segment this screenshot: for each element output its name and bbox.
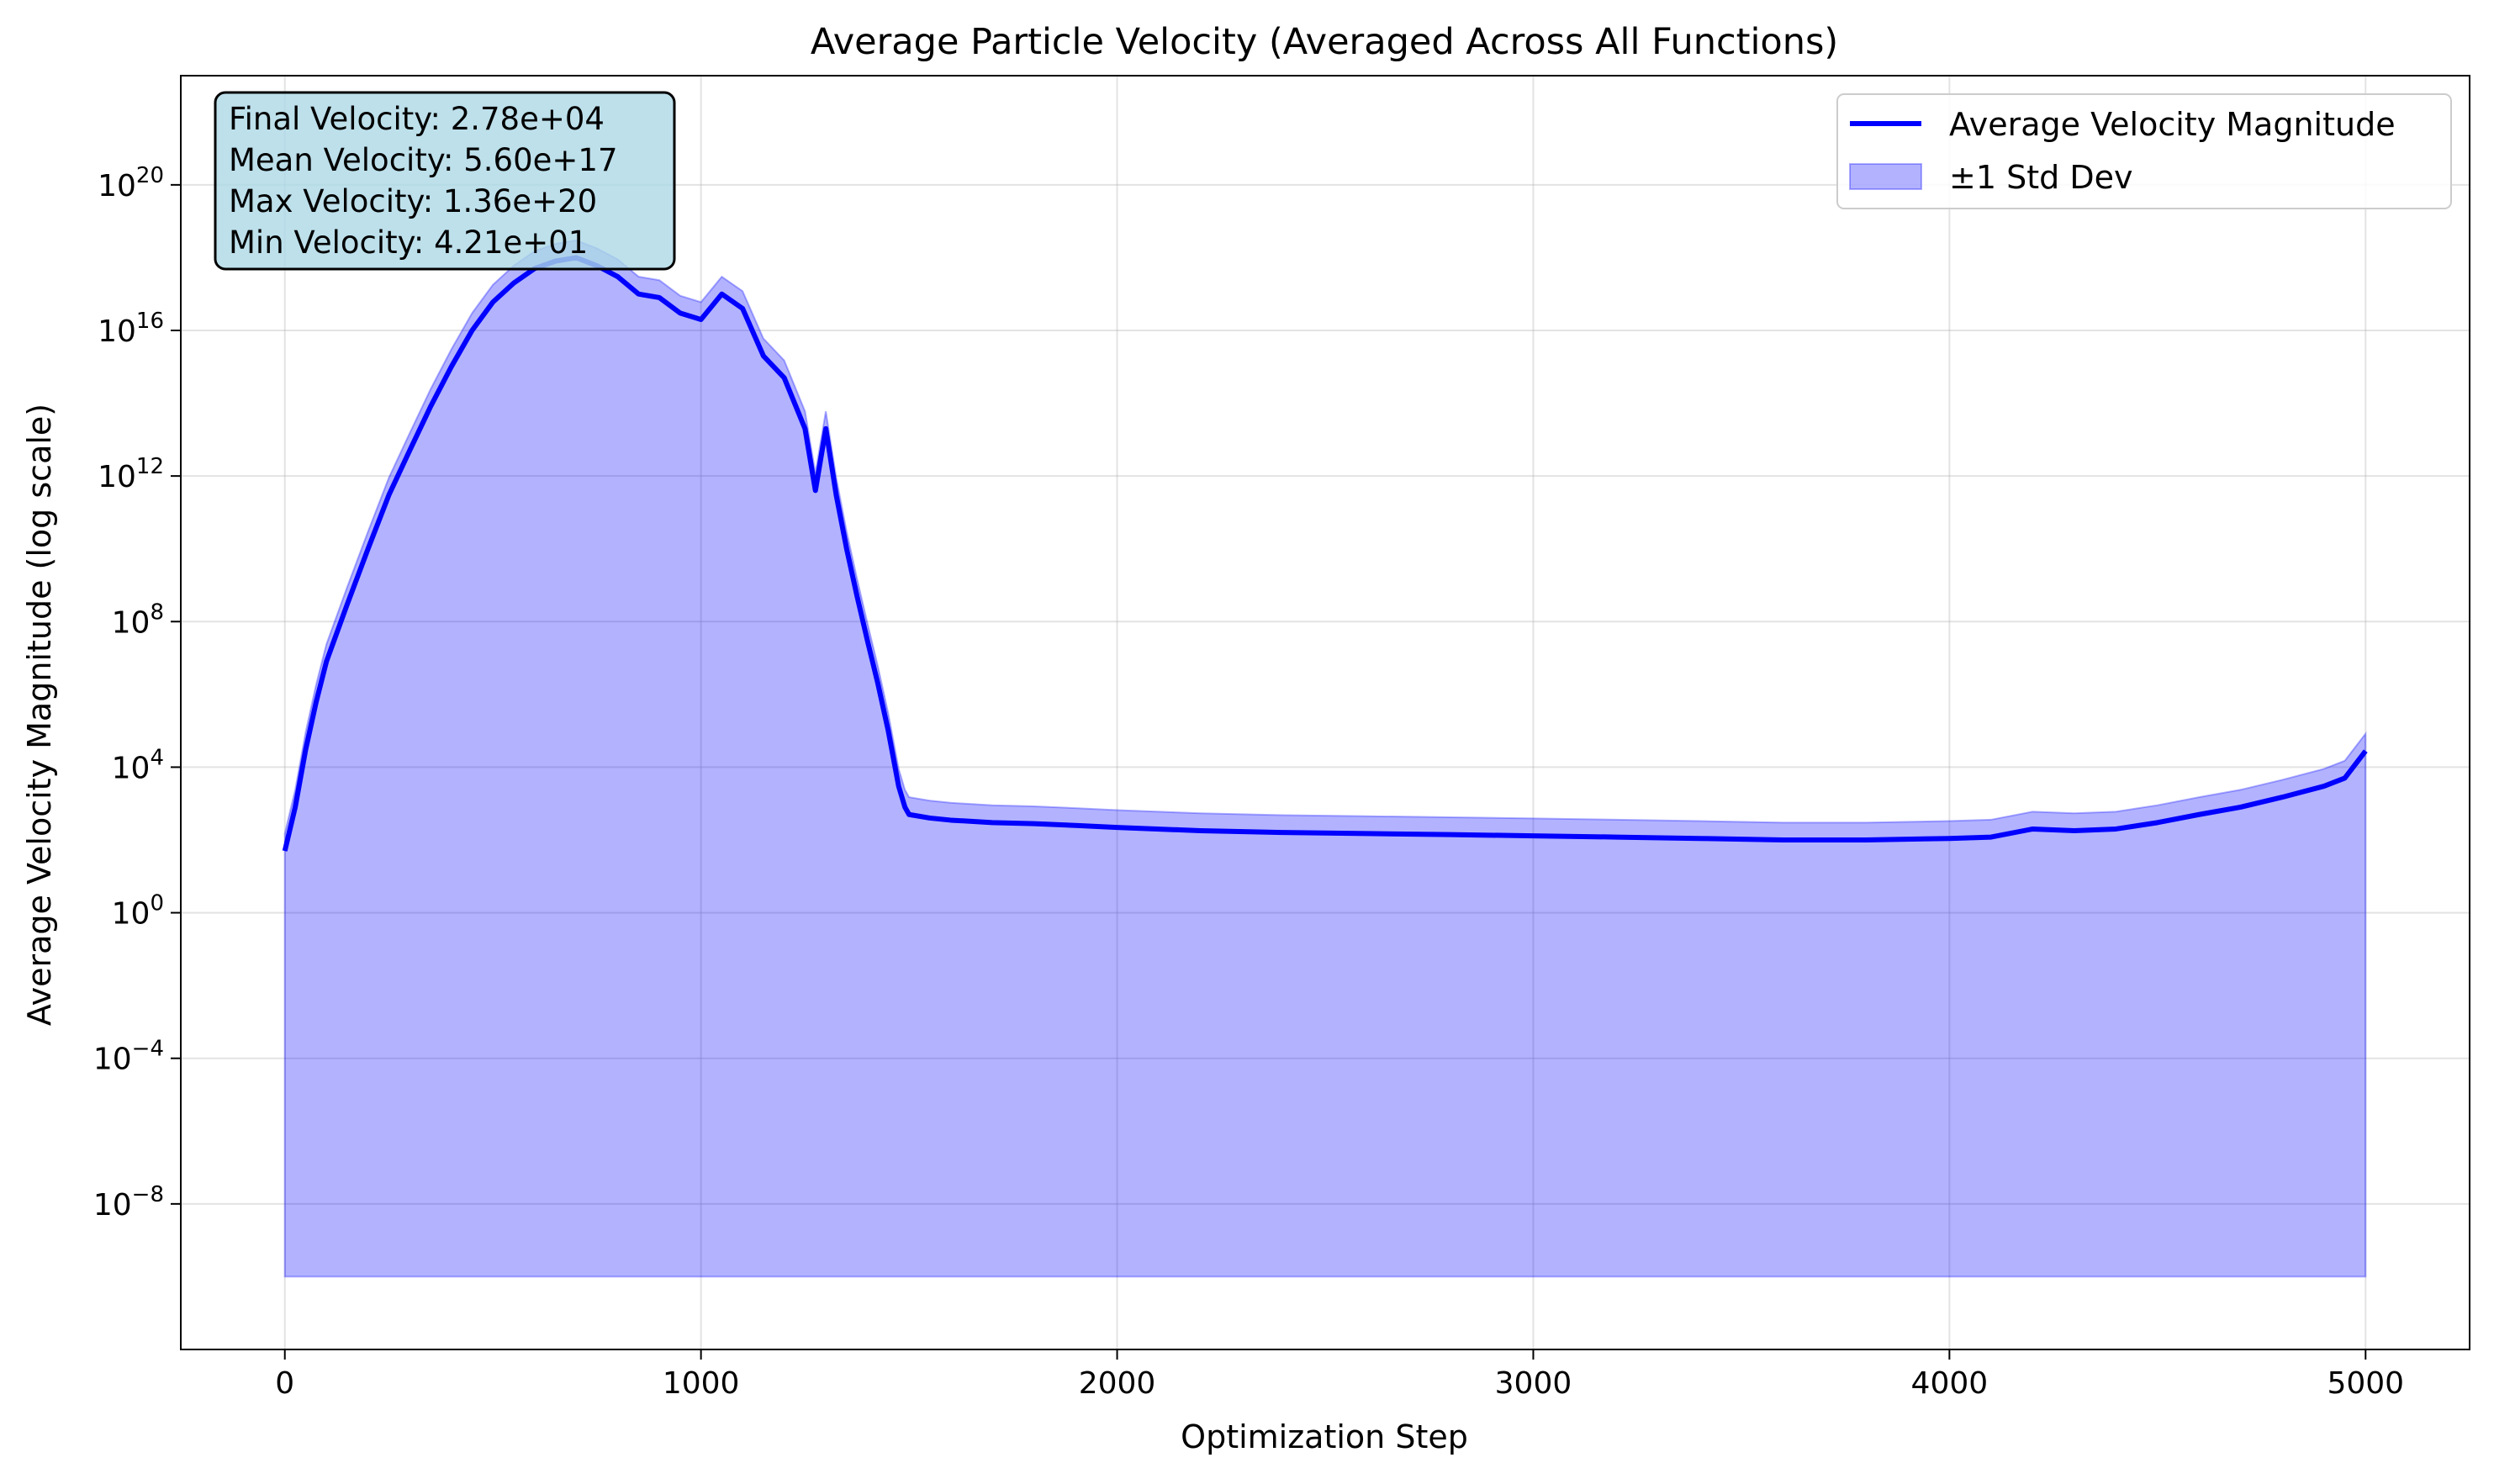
x-tick-label: 1000 [663,1366,740,1401]
stats-min-velocity: Min Velocity: 4.21e+01 [229,224,588,261]
x-tick-label: 4000 [1911,1366,1989,1401]
y-tick-label: 10−8 [93,1182,164,1223]
y-tick-label: 1020 [98,163,164,203]
y-tick-label: 108 [112,599,164,640]
grid [181,76,2470,1349]
y-tick-label: 10−4 [93,1037,164,1077]
y-tick-label: 1016 [98,309,164,349]
y-axis-label: Average Velocity Magnitude (log scale) [21,404,58,1026]
y-tick-label: 104 [112,745,164,785]
y-axis: 10−8 10−4 100 104 108 1012 1016 1020 [93,163,181,1223]
x-axis-label: Optimization Step [1181,1418,1468,1455]
chart-title: Average Particle Velocity (Averaged Acro… [811,21,1838,63]
x-tick-label: 0 [275,1366,294,1401]
std-dev-band [283,239,2367,1278]
legend-frame [1836,93,2452,209]
stats-box: Final Velocity: 2.78e+04 Mean Velocity: … [214,91,676,271]
x-tick-label: 5000 [2327,1366,2404,1401]
stats-box-background [214,91,676,271]
x-axis: 0 1000 2000 3000 4000 5000 [275,1349,2404,1401]
stats-final-velocity: Final Velocity: 2.78e+04 [229,101,605,137]
velocity-line [282,255,2368,852]
x-tick-label: 2000 [1079,1366,1156,1401]
velocity-series-line [282,255,2368,852]
stats-mean-velocity: Mean Velocity: 5.60e+17 [229,142,617,178]
legend-band-swatch [1849,163,1922,190]
legend: Average Velocity Magnitude ±1 Std Dev [1836,93,2452,209]
legend-label-average-velocity: Average Velocity Magnitude [1949,106,2396,143]
x-tick-label: 3000 [1495,1366,1572,1401]
legend-label-std-dev: ±1 Std Dev [1949,159,2132,196]
std-dev-band-area [283,239,2367,1278]
y-tick-label: 100 [112,891,164,932]
plot-frame [180,75,2470,1350]
y-tick-label: 1012 [98,454,164,494]
stats-max-velocity: Max Velocity: 1.36e+20 [229,183,597,219]
